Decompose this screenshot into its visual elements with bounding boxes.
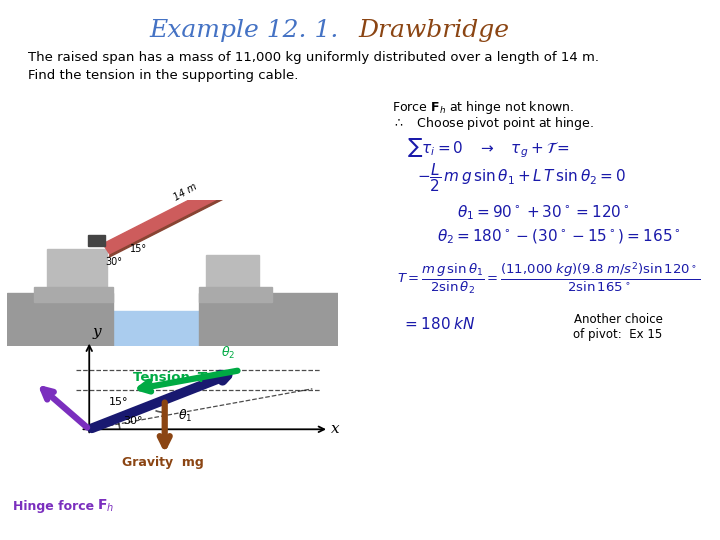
Text: y: y [93,325,102,339]
Bar [89,235,105,246]
Bar [100,310,206,346]
Text: $-\dfrac{L}{2}\,m\,g\,\sin\theta_1 + L\,T\,\sin\theta_2 = 0$: $-\dfrac{L}{2}\,m\,g\,\sin\theta_1 + L\,… [417,161,626,194]
FancyBboxPatch shape [199,293,338,346]
Bar [199,287,272,302]
Text: $\theta_2 = 180^\circ - (30^\circ - 15^\circ) = 165^\circ$: $\theta_2 = 180^\circ - (30^\circ - 15^\… [437,228,681,246]
Text: 15°: 15° [109,397,128,407]
Bar [47,249,107,293]
Polygon shape [103,171,253,255]
Text: The raised span has a mass of 11,000 kg uniformly distributed over a length of 1: The raised span has a mass of 11,000 kg … [28,51,599,64]
Text: $\mathbf{F}_h$: $\mathbf{F}_h$ [97,498,114,514]
Text: Hinge force: Hinge force [13,500,99,512]
Text: 14 m: 14 m [172,182,199,203]
Text: Drawbridge: Drawbridge [358,18,509,42]
Bar [34,287,113,302]
Text: x: x [331,422,340,436]
Text: $T = \dfrac{m\,g\,\sin\theta_1}{2\sin\theta_2} = \dfrac{(11{,}000\;kg)(9.8\;m/s^: $T = \dfrac{m\,g\,\sin\theta_1}{2\sin\th… [397,260,701,296]
Text: $\sum \tau_i = 0 \quad \rightarrow \quad \tau_g + \mathcal{T} =$: $\sum \tau_i = 0 \quad \rightarrow \quad… [407,136,570,160]
Text: 15°: 15° [130,244,147,254]
Text: Example 12. 1.: Example 12. 1. [150,18,355,42]
Text: $\theta_1$: $\theta_1$ [178,408,192,424]
Text: T: T [196,370,205,384]
Text: 30°: 30° [123,416,143,426]
Text: Tension: Tension [132,371,199,384]
Bar [206,255,259,293]
Text: Gravity  mg: Gravity mg [122,456,204,469]
Text: $\therefore$   Choose pivot point at hinge.: $\therefore$ Choose pivot point at hinge… [392,116,594,132]
Text: $\theta_1 = 90^\circ + 30^\circ = 120^\circ$: $\theta_1 = 90^\circ + 30^\circ = 120^\c… [457,204,630,222]
Text: Another choice
of pivot:  Ex 15: Another choice of pivot: Ex 15 [573,313,662,341]
Text: $= 180\;kN$: $= 180\;kN$ [402,316,476,332]
FancyBboxPatch shape [7,293,113,346]
Text: Find the tension in the supporting cable.: Find the tension in the supporting cable… [28,69,298,82]
Text: $\theta_2$: $\theta_2$ [220,345,235,361]
Text: 30°: 30° [105,258,122,267]
Polygon shape [109,182,253,257]
Text: Force $\mathbf{F}_h$ at hinge not known.: Force $\mathbf{F}_h$ at hinge not known. [392,99,575,117]
